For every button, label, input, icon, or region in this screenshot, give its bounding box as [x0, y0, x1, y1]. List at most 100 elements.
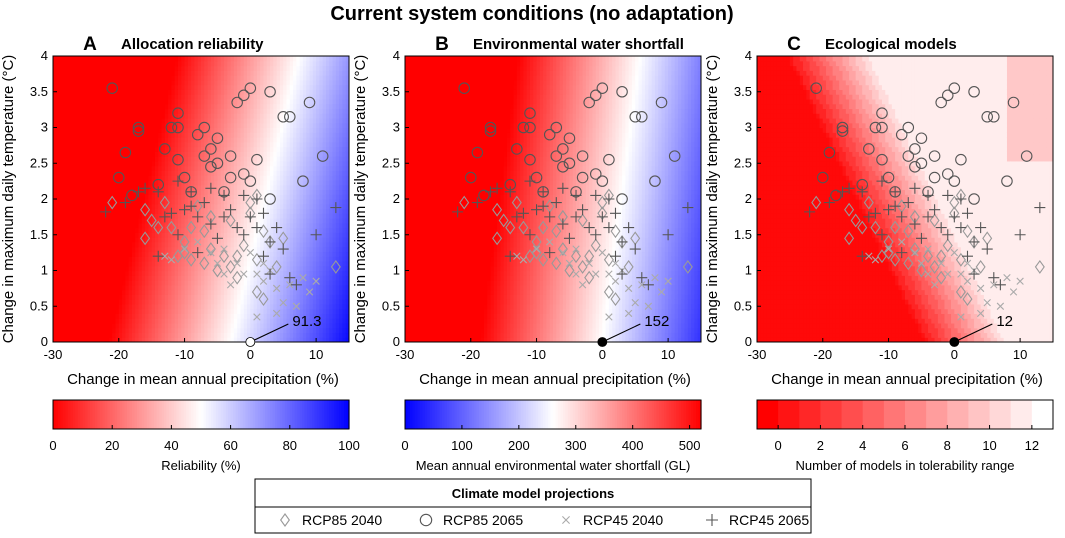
surface-cell — [174, 308, 179, 314]
surface-cell — [256, 175, 261, 181]
surface-cell — [266, 256, 271, 262]
surface-cell — [273, 337, 278, 342]
surface-cell — [108, 232, 113, 238]
surface-cell — [135, 65, 140, 71]
surface-cell — [312, 65, 317, 71]
surface-cell — [118, 218, 123, 224]
surface-cell — [128, 170, 133, 176]
surface-cell — [181, 165, 186, 171]
surface-cell — [145, 208, 149, 214]
surface-cell — [233, 208, 238, 214]
surface-cell — [105, 160, 110, 167]
surface-cell — [108, 260, 113, 267]
surface-cell — [177, 98, 182, 105]
surface-cell — [191, 299, 196, 305]
surface-cell — [62, 108, 67, 114]
surface-cell — [309, 303, 314, 310]
surface-cell — [158, 160, 163, 167]
surface-cell — [112, 318, 117, 324]
surface-cell — [302, 232, 307, 238]
surface-cell — [131, 94, 136, 100]
surface-cell — [56, 79, 61, 86]
surface-cell — [270, 146, 274, 152]
surface-cell — [112, 117, 117, 124]
surface-cell — [59, 232, 64, 238]
surface-cell — [276, 160, 281, 167]
surface-cell — [79, 227, 84, 233]
surface-cell — [293, 60, 297, 67]
surface-cell — [256, 84, 261, 90]
surface-cell — [118, 327, 123, 334]
surface-cell — [108, 251, 113, 257]
surface-cell — [138, 170, 143, 176]
surface-cell — [168, 246, 172, 253]
surface-cell — [181, 98, 186, 105]
surface-cell — [250, 189, 255, 195]
surface-cell — [286, 79, 291, 86]
surface-cell — [122, 141, 126, 148]
surface-cell — [151, 318, 156, 324]
surface-cell — [105, 260, 110, 267]
surface-cell — [289, 289, 294, 295]
surface-cell — [151, 246, 156, 253]
surface-cell — [316, 146, 320, 152]
surface-cell — [72, 246, 77, 253]
surface-cell — [316, 65, 320, 71]
surface-cell — [194, 113, 199, 119]
surface-cell — [131, 280, 136, 286]
surface-cell — [154, 208, 159, 214]
surface-cell — [105, 208, 110, 214]
surface-cell — [184, 251, 189, 257]
surface-cell — [62, 70, 67, 76]
surface-cell — [145, 137, 149, 143]
surface-cell — [263, 65, 268, 71]
surface-cell — [263, 75, 268, 81]
surface-cell — [148, 318, 153, 324]
surface-cell — [85, 132, 90, 138]
surface-cell — [263, 227, 268, 233]
surface-cell — [306, 246, 311, 253]
surface-cell — [279, 313, 284, 319]
surface-cell — [99, 189, 103, 195]
surface-cell — [148, 208, 153, 214]
surface-cell — [266, 194, 271, 200]
surface-cell — [214, 113, 219, 119]
surface-cell — [102, 337, 107, 342]
surface-cell — [210, 189, 215, 195]
surface-cell — [250, 56, 255, 62]
surface-cell — [270, 260, 274, 267]
surface-cell — [299, 84, 304, 90]
surface-cell — [118, 117, 123, 124]
surface-cell — [66, 246, 71, 253]
surface-cell — [293, 122, 297, 129]
surface-cell — [233, 232, 238, 238]
surface-cell — [293, 127, 297, 133]
surface-cell — [201, 108, 205, 114]
surface-cell — [145, 156, 149, 162]
surface-cell — [181, 208, 186, 214]
surface-cell — [72, 75, 77, 81]
surface-cell — [286, 151, 291, 157]
surface-cell — [210, 175, 215, 181]
surface-cell — [69, 260, 74, 267]
surface-cell — [286, 122, 291, 129]
surface-cell — [312, 84, 317, 90]
surface-cell — [161, 327, 166, 334]
surface-cell — [151, 313, 156, 319]
surface-cell — [270, 179, 274, 186]
surface-cell — [224, 165, 228, 171]
surface-cell — [302, 270, 307, 276]
surface-cell — [266, 218, 271, 224]
surface-cell — [197, 94, 202, 100]
surface-cell — [263, 156, 268, 162]
surface-cell — [240, 299, 245, 305]
surface-cell — [289, 184, 294, 191]
surface-cell — [237, 275, 242, 281]
surface-cell — [112, 103, 117, 110]
surface-cell — [99, 318, 103, 324]
surface-cell — [293, 299, 297, 305]
surface-cell — [276, 132, 281, 138]
surface-cell — [72, 194, 77, 200]
surface-cell — [95, 322, 100, 329]
surface-cell — [164, 189, 169, 195]
